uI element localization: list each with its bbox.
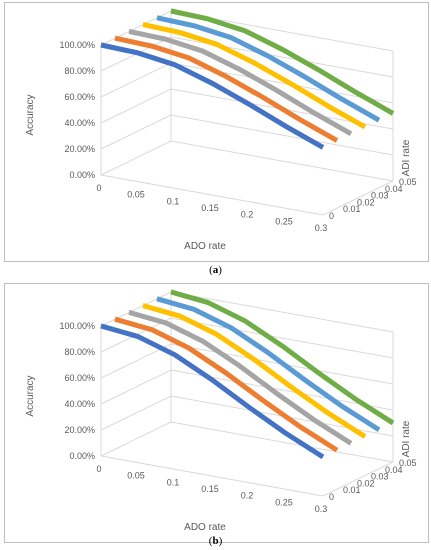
x-tick-label: 0 xyxy=(96,464,101,474)
z-tick-label: 0.01 xyxy=(343,485,361,495)
series-line xyxy=(156,296,381,432)
y-tick-label: 60.00% xyxy=(64,92,95,102)
series-line xyxy=(128,309,353,446)
floor-edge xyxy=(100,174,394,216)
series-line-edge xyxy=(100,323,324,456)
x-tick-label: 0.1 xyxy=(167,196,180,206)
series-line-edge xyxy=(156,15,380,119)
series-line xyxy=(170,8,395,116)
y-tick-label: 20.00% xyxy=(64,144,95,154)
z-tick-label: 0.04 xyxy=(385,184,403,194)
x-tick-label: 0.15 xyxy=(201,484,219,494)
x-tick-label: 0.3 xyxy=(315,504,328,514)
series-line-edge xyxy=(128,28,352,133)
y-tick-label: 40.00% xyxy=(64,118,95,128)
y-tick-label: 80.00% xyxy=(64,347,95,357)
x-tick-label: 0.2 xyxy=(241,491,254,501)
y-axis-title: Accuracy xyxy=(25,375,36,416)
x-axis-title: ADO rate xyxy=(184,241,226,252)
series-line xyxy=(142,303,367,439)
y-tick-label: 20.00% xyxy=(64,425,95,435)
series-line-edge xyxy=(156,296,380,429)
z-tick-label: 0.02 xyxy=(357,478,375,488)
z-tick-label: 0.04 xyxy=(385,465,403,475)
x-tick-label: 0 xyxy=(96,183,101,193)
x-axis-title: ADO rate xyxy=(184,522,226,533)
series-line-edge xyxy=(142,22,366,126)
chart-a: 0.00% 20.00% 40.00% 60.00% 80.00% 100.00% 0 0.0… xyxy=(25,8,417,252)
series-line xyxy=(170,289,395,426)
chart-b: 0.00% 20.00% 40.00% 60.00% 80.00% 100.00% 0 0.0… xyxy=(25,289,417,533)
series-line xyxy=(114,316,339,453)
y-tick-label: 60.00% xyxy=(64,373,95,383)
x-tick-label: 0.1 xyxy=(167,477,180,487)
y-tick-label: 0.00% xyxy=(69,451,95,461)
z-tick-label: 0.05 xyxy=(399,177,417,187)
chart-panel-b: 0.00% 20.00% 40.00% 60.00% 80.00% 100.00% 0 0.0… xyxy=(4,283,429,543)
z-tick-label: 0.05 xyxy=(399,458,417,468)
series-line-edge xyxy=(170,289,394,422)
x-tick-label: 0.05 xyxy=(127,190,145,200)
floor-edge xyxy=(100,455,394,497)
x-tick-label: 0.25 xyxy=(275,216,293,226)
z-tick-label: 0.03 xyxy=(371,472,389,482)
x-tick-label: 0.2 xyxy=(241,210,254,220)
series-line xyxy=(100,323,325,460)
y-tick-label: 0.00% xyxy=(69,170,95,180)
y-tick-label: 100.00% xyxy=(59,40,95,50)
z-axis-title: ADI rate xyxy=(401,420,412,457)
series-line-edge xyxy=(170,8,394,112)
x-tick-label: 0.05 xyxy=(127,471,145,481)
y-tick-label: 40.00% xyxy=(64,399,95,409)
z-tick-label: 0.03 xyxy=(371,191,389,201)
series-line xyxy=(128,28,353,136)
chart-panel-a: 0.00% 20.00% 40.00% 60.00% 80.00% 100.00% 0 0.0… xyxy=(4,2,429,262)
series-line-edge xyxy=(114,316,338,449)
series-line xyxy=(142,22,367,130)
z-tick-label: 0.02 xyxy=(357,197,375,207)
z-tick-label: 0.01 xyxy=(343,204,361,214)
z-axis-title: ADI rate xyxy=(401,139,412,176)
y-axis-title: Accuracy xyxy=(25,94,36,135)
y-tick-label: 80.00% xyxy=(64,66,95,76)
z-tick-label: 0 xyxy=(329,492,334,502)
x-tick-label: 0.15 xyxy=(201,203,219,213)
series-line xyxy=(100,42,325,150)
series-line-edge xyxy=(100,42,324,146)
z-tick-label: 0 xyxy=(329,211,334,221)
x-tick-label: 0.25 xyxy=(275,497,293,507)
series-line-edge xyxy=(114,35,338,140)
x-tick-label: 0.3 xyxy=(315,223,328,233)
y-tick-label: 100.00% xyxy=(59,321,95,331)
caption-a: (a) xyxy=(209,264,222,276)
series-line xyxy=(114,35,339,143)
series-line-edge xyxy=(128,309,352,442)
series-line xyxy=(156,15,381,123)
caption-b: (b) xyxy=(208,535,223,547)
series-line-edge xyxy=(142,303,366,436)
